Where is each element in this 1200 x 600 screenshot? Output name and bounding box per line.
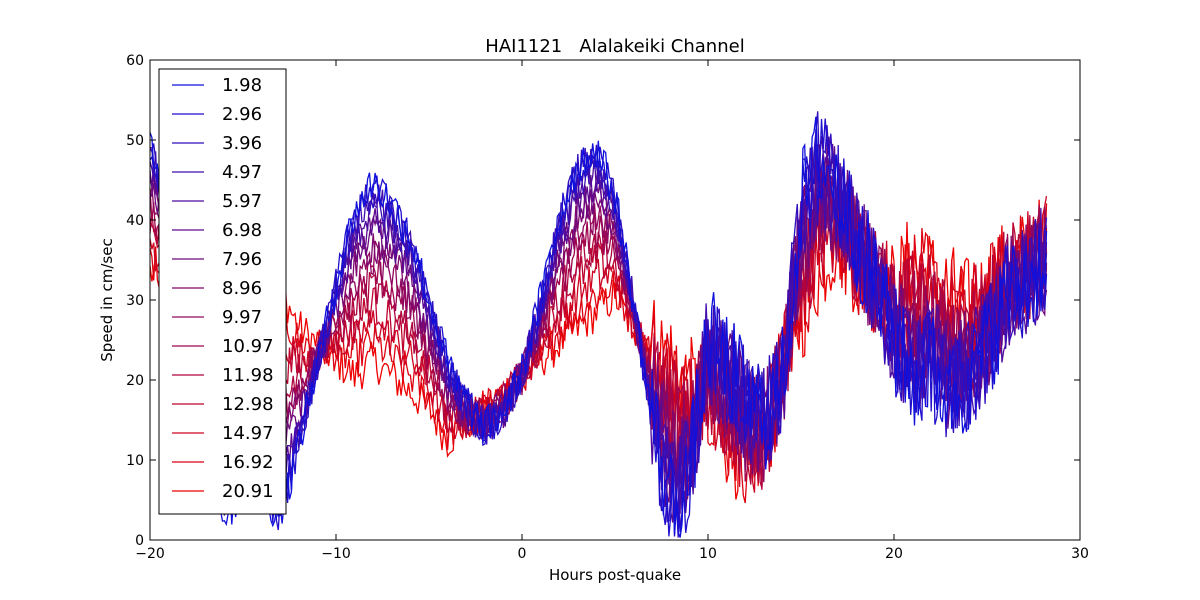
plot-lines xyxy=(149,111,1048,538)
y-tick-label: 60 xyxy=(126,53,144,69)
legend-label: 2.96 xyxy=(222,104,262,125)
legend-label: 4.97 xyxy=(222,162,262,183)
legend: 1.98 2.96 3.96 4.97 5.97 6.98 7.96 8.96 9.97 10.9… xyxy=(158,68,287,515)
y-tick-label: 40 xyxy=(126,213,144,229)
chart-title: HAI1121 Alalakeiki Channel xyxy=(485,36,744,57)
legend-label: 5.97 xyxy=(222,191,262,212)
x-tick-label: 10 xyxy=(699,546,717,562)
legend-label: 12.98 xyxy=(222,394,274,415)
x-axis-label: Hours post-quake xyxy=(549,566,681,584)
y-axis-label: Speed in cm/sec xyxy=(98,238,116,361)
legend-label: 1.98 xyxy=(222,75,262,96)
series-line-1-98 xyxy=(149,116,1048,538)
legend-label: 8.96 xyxy=(222,278,262,299)
legend-label: 20.91 xyxy=(222,481,274,502)
y-tick-label: 30 xyxy=(126,293,144,309)
x-tick-label: 0 xyxy=(518,546,527,562)
legend-label: 11.98 xyxy=(222,365,274,386)
tick-labels: −20 −10 0 10 20 30 0 10 20 30 40 50 60 xyxy=(126,53,1089,562)
series-line-2-96 xyxy=(149,118,1048,537)
series-line-3-96 xyxy=(149,111,1048,538)
x-tick-label: −10 xyxy=(321,546,351,562)
ticks xyxy=(149,59,1081,541)
legend-label: 16.92 xyxy=(222,452,274,473)
legend-label: 14.97 xyxy=(222,423,274,444)
legend-label: 3.96 xyxy=(222,133,262,154)
x-tick-label: −20 xyxy=(135,546,165,562)
legend-label: 6.98 xyxy=(222,220,262,241)
y-tick-label: 50 xyxy=(126,133,144,149)
y-tick-label: 20 xyxy=(126,373,144,389)
legend-label: 9.97 xyxy=(222,307,262,328)
legend-label: 7.96 xyxy=(222,249,262,270)
legend-label: 10.97 xyxy=(222,336,274,357)
y-tick-label: 10 xyxy=(126,453,144,469)
x-tick-label: 20 xyxy=(885,546,903,562)
y-tick-label: 0 xyxy=(135,533,144,549)
x-tick-label: 30 xyxy=(1071,546,1089,562)
